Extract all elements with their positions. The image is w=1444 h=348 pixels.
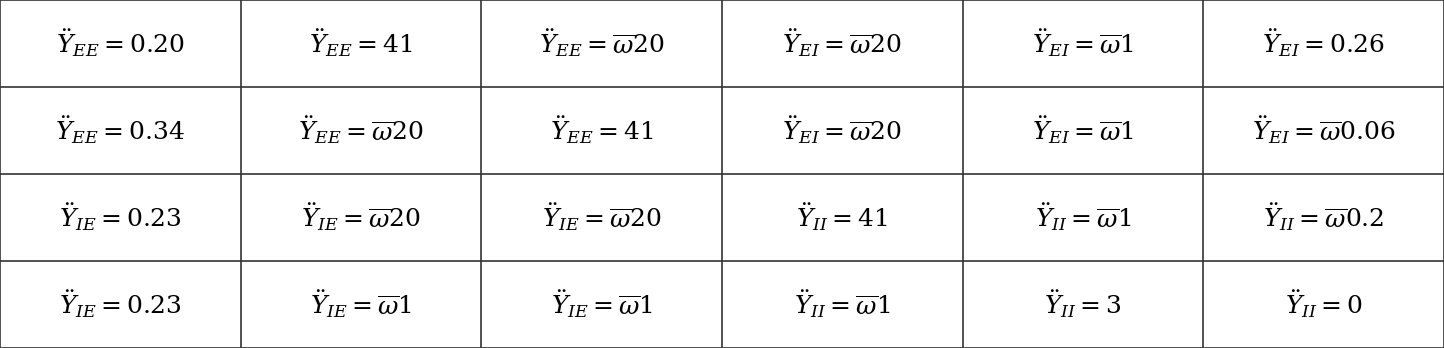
Text: $\ddot{Y}_{EI} = \overline{\omega}20$: $\ddot{Y}_{EI} = \overline{\omega}20$ xyxy=(783,27,902,60)
Text: $\ddot{Y}_{II} = 0$: $\ddot{Y}_{II} = 0$ xyxy=(1285,288,1363,321)
Text: $\ddot{Y}_{II} = 41$: $\ddot{Y}_{II} = 41$ xyxy=(797,201,888,234)
Text: $\ddot{Y}_{EI} = \overline{\omega}20$: $\ddot{Y}_{EI} = \overline{\omega}20$ xyxy=(783,114,902,147)
Text: $\ddot{Y}_{II} = 3$: $\ddot{Y}_{II} = 3$ xyxy=(1044,288,1122,321)
Text: $\ddot{Y}_{EE} = 0.34$: $\ddot{Y}_{EE} = 0.34$ xyxy=(55,114,185,147)
Text: $\ddot{Y}_{EI} = \overline{\omega}1$: $\ddot{Y}_{EI} = \overline{\omega}1$ xyxy=(1032,114,1134,147)
Text: $\ddot{Y}_{EI} = 0.26$: $\ddot{Y}_{EI} = 0.26$ xyxy=(1262,27,1385,60)
Text: $\ddot{Y}_{EE} = \overline{\omega}20$: $\ddot{Y}_{EE} = \overline{\omega}20$ xyxy=(297,114,425,147)
Text: $\ddot{Y}_{IE} = 0.23$: $\ddot{Y}_{IE} = 0.23$ xyxy=(59,288,182,321)
Text: $\ddot{Y}_{EE} = 41$: $\ddot{Y}_{EE} = 41$ xyxy=(550,114,654,147)
Text: $\ddot{Y}_{IE} = \overline{\omega}1$: $\ddot{Y}_{IE} = \overline{\omega}1$ xyxy=(550,288,653,321)
Text: $\ddot{Y}_{II} = \overline{\omega}1$: $\ddot{Y}_{II} = \overline{\omega}1$ xyxy=(794,288,891,321)
Text: $\ddot{Y}_{II} = \overline{\omega}0.2$: $\ddot{Y}_{II} = \overline{\omega}0.2$ xyxy=(1264,201,1383,234)
Text: $\ddot{Y}_{EE} = 0.20$: $\ddot{Y}_{EE} = 0.20$ xyxy=(56,27,185,60)
Text: $\ddot{Y}_{EI} = \overline{\omega}1$: $\ddot{Y}_{EI} = \overline{\omega}1$ xyxy=(1032,27,1134,60)
Text: $\ddot{Y}_{IE} = \overline{\omega}1$: $\ddot{Y}_{IE} = \overline{\omega}1$ xyxy=(310,288,412,321)
Text: $\ddot{Y}_{EI} = \overline{\omega}0.06$: $\ddot{Y}_{EI} = \overline{\omega}0.06$ xyxy=(1252,114,1395,147)
Text: $\ddot{Y}_{IE} = \overline{\omega}20$: $\ddot{Y}_{IE} = \overline{\omega}20$ xyxy=(300,201,422,234)
Text: $\ddot{Y}_{IE} = 0.23$: $\ddot{Y}_{IE} = 0.23$ xyxy=(59,201,182,234)
Text: $\ddot{Y}_{IE} = \overline{\omega}20$: $\ddot{Y}_{IE} = \overline{\omega}20$ xyxy=(542,201,661,234)
Text: $\ddot{Y}_{EE} = 41$: $\ddot{Y}_{EE} = 41$ xyxy=(309,27,413,60)
Text: $\ddot{Y}_{II} = \overline{\omega}1$: $\ddot{Y}_{II} = \overline{\omega}1$ xyxy=(1035,201,1131,234)
Text: $\ddot{Y}_{EE} = \overline{\omega}20$: $\ddot{Y}_{EE} = \overline{\omega}20$ xyxy=(539,27,664,60)
